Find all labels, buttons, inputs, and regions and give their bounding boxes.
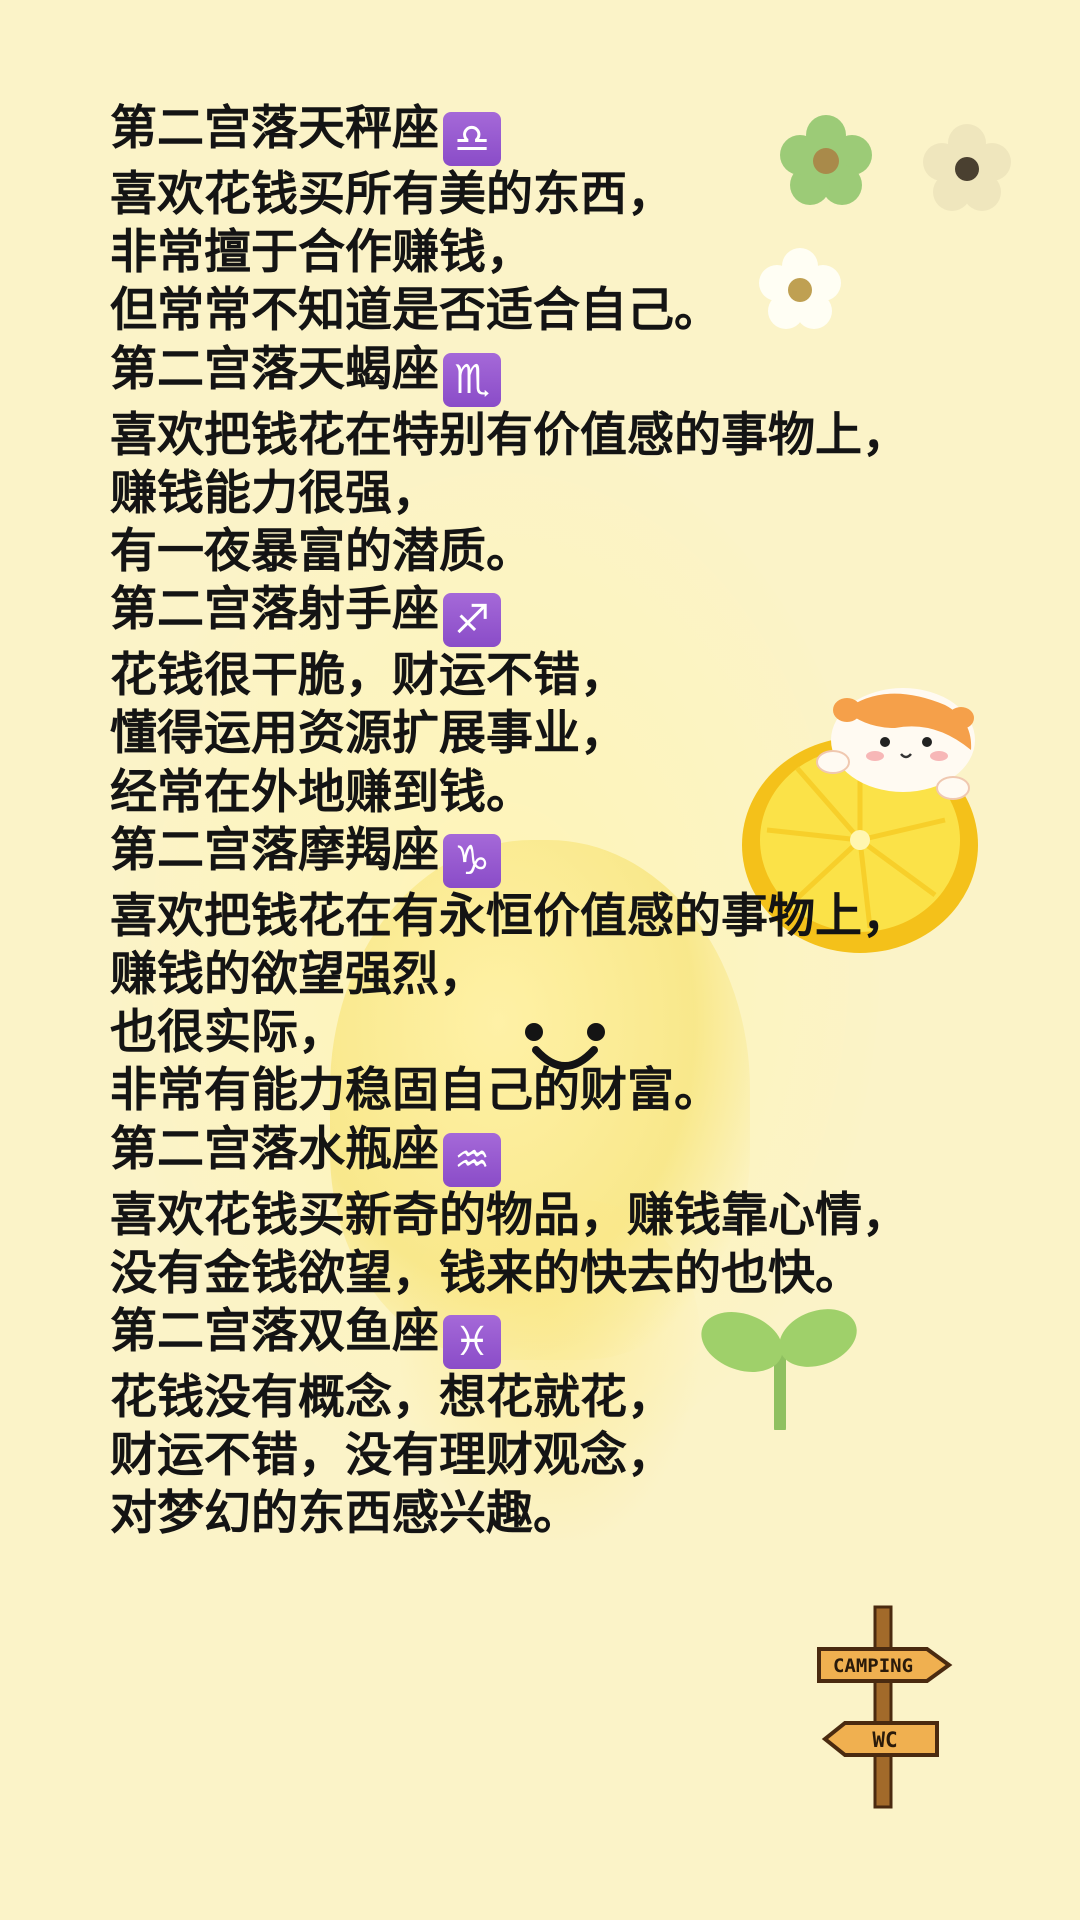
zodiac-sign-icon: ♓ bbox=[443, 1315, 501, 1370]
section-line: 喜欢花钱买所有美的东西， bbox=[110, 167, 674, 222]
zodiac-sign-icon: ♑ bbox=[443, 833, 501, 888]
section-title-text: 第二宫落摩羯座 bbox=[110, 822, 439, 878]
signpost-bottom-label: WC bbox=[872, 1728, 897, 1752]
section-line: 没有金钱欲望，钱来的快去的也快。 bbox=[110, 1245, 862, 1301]
section-line: 经常在外地赚到钱。 bbox=[110, 764, 533, 820]
section-title: 第二宫落天秤座 ♎ bbox=[110, 100, 990, 166]
section-title: 第二宫落水瓶座 ♒ bbox=[110, 1121, 990, 1187]
section-line: 喜欢把钱花在特别有价值感的事物上， bbox=[110, 407, 909, 463]
section-line: 财运不错，没有理财观念， bbox=[110, 1428, 674, 1484]
zodiac-sign-icon: ♏ bbox=[443, 352, 501, 407]
section-title: 第二宫落射手座 ♐ bbox=[110, 581, 990, 648]
zodiac-sign-icon: ♐ bbox=[443, 593, 501, 648]
signpost-top-label: CAMPING bbox=[833, 1655, 913, 1677]
section-title-text: 第二宫落水瓶座 bbox=[110, 1121, 439, 1177]
section-line: 赚钱的欲望强烈， bbox=[110, 947, 486, 1003]
flower-green-icon bbox=[780, 115, 872, 205]
flower-white-icon bbox=[759, 248, 841, 329]
section-title: 第二宫落天蝎座 ♏ bbox=[110, 341, 990, 407]
horoscope-text-block: 第二宫落天秤座 ♎ 喜欢花钱买所有美的东西， 非常擅于合作赚钱， 但常常不知道是否适合自… bbox=[110, 100, 990, 1544]
smile-icon bbox=[525, 1023, 605, 1070]
lemon-hamster-icon bbox=[742, 688, 978, 953]
section-line: 也很实际， bbox=[110, 1005, 345, 1061]
section-title-text: 第二宫落双鱼座 bbox=[110, 1304, 439, 1360]
section-line: 赚钱能力很强， bbox=[110, 465, 439, 521]
signpost-icon: CAMPING WC bbox=[817, 1605, 953, 1809]
section-line: 对梦幻的东西感兴趣。 bbox=[110, 1486, 580, 1542]
section-title-text: 第二宫落天秤座 bbox=[110, 101, 439, 156]
section-line: 花钱很干脆，财运不错， bbox=[110, 648, 627, 704]
section-line: 有一夜暴富的潜质。 bbox=[110, 524, 533, 580]
zodiac-sign-icon: ♒ bbox=[443, 1132, 501, 1187]
flower-beige-icon bbox=[923, 124, 1011, 211]
section-line: 但常常不知道是否适合自己。 bbox=[110, 283, 721, 339]
section-title: 第二宫落双鱼座 ♓ bbox=[110, 1303, 990, 1370]
section-line: 非常擅于合作赚钱， bbox=[110, 225, 533, 281]
section-title: 第二宫落摩羯座 ♑ bbox=[110, 822, 990, 888]
section-title-text: 第二宫落射手座 bbox=[110, 582, 439, 638]
section-line: 花钱没有概念，想花就花， bbox=[110, 1370, 674, 1426]
section-line: 喜欢花钱买新奇的物品，赚钱靠心情， bbox=[110, 1187, 909, 1243]
section-line: 非常有能力稳固自己的财富。 bbox=[110, 1063, 721, 1119]
section-line: 喜欢把钱花在有永恒价值感的事物上， bbox=[110, 888, 909, 944]
section-title-text: 第二宫落天蝎座 bbox=[110, 341, 439, 397]
background-doll-body bbox=[400, 1200, 700, 1540]
zodiac-sign-icon: ♎ bbox=[443, 112, 501, 166]
sprout-icon bbox=[701, 1309, 857, 1430]
section-line: 懂得运用资源扩展事业， bbox=[110, 706, 627, 762]
